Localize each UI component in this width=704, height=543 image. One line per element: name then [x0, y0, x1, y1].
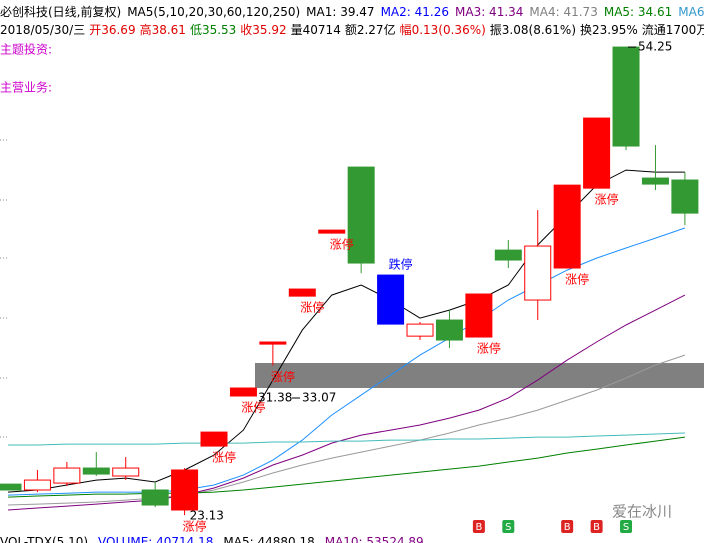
quote-item: 高38.61: [140, 22, 186, 37]
quote-item: 量40714: [291, 23, 341, 37]
quote-item: 换23.95%: [580, 23, 638, 37]
quote-item: 低35.53: [190, 23, 236, 37]
limit-label: 涨停: [477, 341, 501, 356]
high-label: 54.25: [638, 40, 672, 54]
quote-item: 幅0.13(0.36%): [400, 22, 486, 37]
watermark: 爱在冰川: [612, 503, 672, 521]
limit-label: 涨停: [330, 237, 354, 252]
candle-body: [0, 483, 22, 491]
limit-label: 涨停: [271, 369, 295, 384]
range-label: 31.38: [258, 391, 292, 405]
candle-body: [318, 229, 346, 234]
candle-body: [465, 293, 493, 338]
signal-label: S: [505, 522, 511, 533]
low-label: 23.13: [190, 509, 224, 523]
ma-line: [8, 432, 685, 446]
signal-badge: [590, 520, 603, 533]
grid-dashes: [0, 139, 8, 438]
signal-badge: [561, 520, 574, 533]
candle-body: [229, 387, 257, 397]
range-label: 33.07: [302, 391, 336, 405]
limit-label: 涨停: [212, 450, 236, 465]
signal-label: B: [564, 522, 571, 533]
ma-line: [7, 354, 686, 506]
candle-body: [112, 467, 140, 477]
header-line: 必创科技(日线,前复权) MA5(5,10,20,30,60,120,250) MA…: [0, 4, 704, 19]
candle-body: [377, 274, 405, 325]
limit-label: 跌停: [389, 257, 413, 272]
candle-body: [553, 184, 581, 269]
quote-item: 振3.08(8.61%): [490, 23, 576, 37]
signal-label: B: [593, 522, 600, 533]
quote-item: 收35.92: [240, 23, 286, 37]
candle-body: [612, 46, 640, 147]
candle-body: [406, 323, 434, 337]
volume-header: VOL-TDX(5,10) VOLUME: 40714.18 MA5: 44880.…: [0, 535, 424, 543]
plot: [0, 46, 699, 516]
limit-label: 涨停: [183, 519, 207, 534]
candle-body: [53, 467, 81, 484]
volume-item: MA10: 53524.89: [325, 535, 424, 543]
limit-label: 涨停: [300, 300, 324, 315]
ma-value: MA1: 39.47: [306, 5, 374, 19]
quote-item: 开36.69: [89, 23, 135, 37]
stock-title: 必创科技(日线,前复权): [0, 4, 121, 19]
theme-label: 主题投资:: [0, 42, 52, 57]
limit-label: 涨停: [565, 272, 589, 287]
limit-label: 涨停: [241, 399, 265, 414]
candle-body: [583, 117, 611, 189]
candle-body: [641, 177, 669, 185]
ma-value: MA2: 41.26: [381, 5, 449, 19]
candle-body: [23, 479, 51, 491]
ma-line: [7, 436, 685, 498]
candle-body: [171, 469, 199, 511]
quote-item: 额2.27亿: [345, 22, 396, 37]
candle-body: [141, 489, 169, 506]
ma-value: MA6: 29.82: [678, 5, 704, 19]
candle-body: [200, 431, 228, 447]
signal-badge: [472, 520, 485, 533]
candle-body: [82, 467, 110, 475]
candle-body: [494, 249, 522, 261]
ma-params: MA5(5,10,20,30,60,120,250): [127, 5, 300, 19]
business-label: 主营业务:: [0, 80, 52, 95]
signal-label: S: [623, 522, 629, 533]
volume-item: MA5: 44880.18: [223, 535, 314, 543]
candle-body: [288, 288, 316, 297]
signal-label: B: [475, 522, 482, 533]
quote-item: 2018/05/30/三: [0, 23, 85, 37]
quote-line: 2018/05/30/三 开36.69 高38.61 低35.53 收35.92 量407…: [0, 22, 704, 37]
limit-label: 涨停: [595, 192, 619, 207]
price-band: [255, 363, 704, 388]
candle-body: [671, 179, 699, 214]
candle-body: [524, 245, 552, 301]
ma-value: MA5: 34.61: [604, 5, 672, 19]
ma-line: [7, 294, 686, 511]
candle-body: [435, 319, 463, 341]
signal-badge: [502, 520, 515, 533]
quote-item: 流通1700万: [642, 23, 704, 37]
signal-badge: [620, 520, 633, 533]
ma-value: MA4: 41.73: [529, 5, 597, 19]
volume-item: VOL-TDX(5,10): [0, 535, 88, 543]
candle-body: [259, 341, 287, 345]
volume-item: VOLUME: 40714.18: [98, 535, 213, 543]
candle-body: [347, 166, 375, 264]
ma-value: MA3: 41.34: [455, 5, 523, 19]
